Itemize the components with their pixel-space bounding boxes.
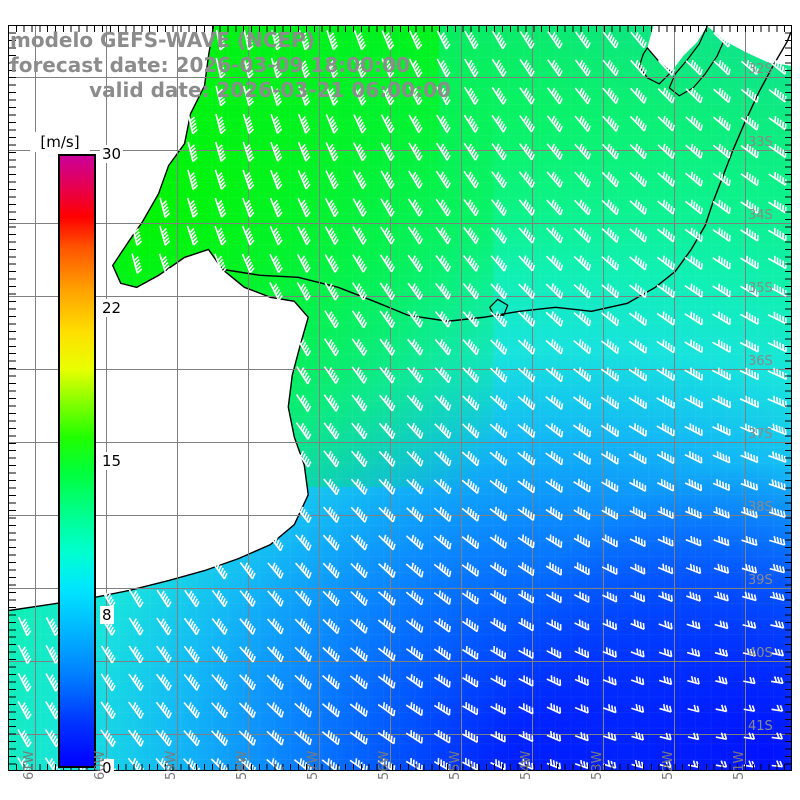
lon-label-52w: 52W (661, 750, 676, 780)
colorbar-tick-30: 30 (100, 145, 124, 163)
lat-label-33s: 33S (748, 135, 773, 150)
lat-label-40s: 40S (748, 646, 773, 661)
lat-label-35s: 35S (748, 281, 773, 296)
gridline-lon (674, 26, 675, 770)
gridline-lat (9, 588, 791, 589)
map-plot-area[interactable] (8, 25, 792, 771)
lat-label-34s: 34S (748, 208, 773, 223)
colorbar-tick-22: 22 (100, 299, 124, 317)
lon-label-57w: 57W (306, 750, 321, 780)
gridline-lat (9, 734, 791, 735)
lon-label-58w: 58W (235, 750, 250, 780)
lon-label-54w: 54W (519, 750, 534, 780)
lon-label-56w: 56W (377, 750, 392, 780)
lon-label-59w: 59W (164, 750, 179, 780)
lat-label-37s: 37S (748, 427, 773, 442)
colorbar-unit-label: [m/s] (30, 132, 90, 152)
gridline-lon (35, 26, 36, 770)
gridline-lat (9, 77, 791, 78)
gridline-lon (106, 26, 107, 770)
colorbar-tick-15: 15 (100, 452, 124, 470)
gridline-lat (9, 661, 791, 662)
lon-label-55w: 55W (448, 750, 463, 780)
model-title: modelo GEFS-WAVE (NCEP) (10, 28, 315, 52)
valid-date: valid date: 2026-03-21 06:00:00 (89, 78, 451, 102)
colorbar-gradient[interactable] (58, 154, 96, 768)
lon-label-60w: 60W (93, 750, 108, 780)
gridline-lat (9, 150, 791, 151)
lat-label-39s: 39S (748, 573, 773, 588)
gridline-lon (461, 26, 462, 770)
gridline-lat (9, 515, 791, 516)
lat-label-38s: 38S (748, 500, 773, 515)
lon-label-61w: 61W (22, 750, 37, 780)
wind-barb-overlay (17, 29, 788, 770)
lon-label-53w: 53W (590, 750, 605, 780)
lon-label-51w: 51W (732, 750, 747, 780)
lat-label-41s: 41S (748, 719, 773, 734)
gridline-lon (745, 26, 746, 770)
lat-label-36s: 36S (748, 354, 773, 369)
gridline-lat (9, 223, 791, 224)
gridline-lon (532, 26, 533, 770)
gridline-lon (248, 26, 249, 770)
colorbar: [m/s] 30 22 15 8 0 (28, 132, 128, 777)
gridline-lon (319, 26, 320, 770)
gridline-lat (9, 296, 791, 297)
gridline-lat (9, 369, 791, 370)
gridline-lat (9, 442, 791, 443)
colorbar-tick-8: 8 (100, 606, 114, 624)
gridline-lon (177, 26, 178, 770)
gridline-lon (390, 26, 391, 770)
title-block: modelo GEFS-WAVE (NCEP) forecast date: 2… (10, 28, 530, 103)
lat-label-32s: 32S (748, 62, 773, 77)
colorbar-tick-0: 0 (100, 759, 114, 777)
forecast-date: forecast date: 2026-03-09 18:00:00 (10, 53, 410, 77)
